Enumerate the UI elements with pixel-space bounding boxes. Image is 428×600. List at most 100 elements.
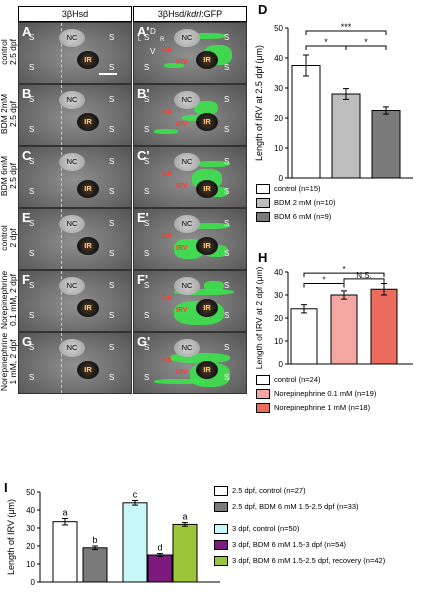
legend-label: Norepinephrine 1 mM (n=18): [274, 403, 371, 412]
header-3bhsd-kdrl-gfp: 3βHsd/kdrl:GFP: [133, 6, 247, 22]
bar-2: [82, 547, 108, 583]
bar-1: [52, 521, 78, 583]
somite-label: S: [29, 95, 35, 104]
y-tick-label: 10: [274, 337, 283, 346]
somite-label: S: [29, 33, 35, 42]
da-label: DA: [162, 295, 173, 302]
legend-label: control (n=15): [274, 184, 321, 193]
legend-label: BDM 6 mM (n=9): [274, 212, 332, 221]
bar-4: [147, 554, 173, 583]
gfp-vessel: [194, 101, 218, 115]
interrenal-label: IR: [77, 180, 99, 198]
sig-bracket-2-label: *: [364, 37, 368, 47]
interrenal-label: IR: [77, 113, 99, 131]
panel-letter: G': [137, 334, 151, 349]
notochord-label: NC: [59, 153, 85, 171]
notochord-label: NC: [59, 215, 85, 233]
gfp-vessel: [196, 161, 230, 167]
sig-bracket-3: [305, 30, 387, 35]
notochord-label: NC: [174, 29, 200, 47]
legend-label: 2.5 dpf, BDM 6 mM 1.5-2.5 dpf (n=33): [232, 502, 359, 511]
interrenal-label: IR: [77, 299, 99, 317]
panel-letter: A': [137, 24, 150, 39]
somite-label: S: [29, 219, 35, 228]
somite-label: S: [109, 311, 115, 320]
y-tick-label: 10: [26, 560, 35, 569]
da-label: DA: [162, 171, 173, 178]
y-tick-label: 0: [279, 360, 284, 369]
somite-label: S: [29, 157, 35, 166]
d-legend-item-2: BDM 2 mM (n=10): [256, 198, 335, 209]
notochord-label: NC: [59, 277, 85, 295]
chart-i: I 0 10 20 30 40 50 Length of IRV (μm) a b c d a: [4, 480, 220, 587]
notochord-label: NC: [174, 153, 200, 171]
y-tick-label: 40: [26, 506, 35, 515]
somite-label: S: [144, 187, 150, 196]
irv-label: IRV: [176, 307, 188, 314]
panel-letter: C': [137, 148, 150, 163]
somite-label: S: [144, 281, 150, 290]
somite-label: S: [109, 95, 115, 104]
chart-d: D 0 10 20 30 40 50 Length of IRV at 2.5 dpf (μm…: [254, 2, 413, 183]
h-legend-item-3: Norepinephrine 1 mM (n=18): [256, 403, 371, 414]
somite-label: S: [224, 373, 230, 382]
row-label-text: BDM 6mM 2.5 dpf: [0, 155, 18, 197]
legend-swatch: [256, 389, 270, 400]
interrenal-label: IR: [196, 51, 218, 69]
somite-label: S: [109, 281, 115, 290]
interrenal-label: IR: [77, 51, 99, 69]
panel-letter: B: [22, 86, 32, 101]
somite-label: S: [224, 157, 230, 166]
header-kdrl-italic: kdrl: [186, 9, 202, 19]
row-label-text: control 2.5 dpf: [0, 39, 18, 65]
notochord-label: NC: [174, 339, 200, 357]
legend-swatch: [256, 184, 270, 195]
somite-label: S: [224, 33, 230, 42]
y-tick-label: 30: [274, 291, 283, 300]
group-letter: b: [92, 535, 97, 545]
h-legend-item-1: control (n=24): [256, 375, 321, 386]
somite-label: S: [144, 373, 150, 382]
axis-r-label: R: [160, 37, 165, 43]
row-label-5: Norepinephrine 0.1 mM, 2 dpf: [0, 270, 18, 330]
somite-label: S: [29, 373, 35, 382]
notochord-label: NC: [59, 29, 85, 47]
da-label: DA: [162, 357, 173, 364]
somite-label: S: [29, 311, 35, 320]
legend-swatch: [256, 403, 270, 414]
row-label-text: BDM 2mM 2.5 dpf: [0, 93, 18, 135]
bar-3: [122, 502, 148, 583]
image-panel-F': S S S S NC IR DA IRV F': [133, 270, 247, 332]
row-label-4: control 2 dpf: [0, 208, 18, 268]
y-tick-label: 20: [26, 542, 35, 551]
midline: [61, 85, 62, 145]
i-legend-item-1: 2.5 dpf, control (n=27): [214, 486, 306, 497]
somite-label: S: [109, 219, 115, 228]
legend-label: control (n=24): [274, 375, 321, 384]
somite-label: S: [224, 343, 230, 352]
group-letter: a: [62, 507, 67, 517]
irv-label: IRV: [176, 183, 188, 190]
bar-3: [371, 110, 401, 179]
legend-label: 3 dpf, control (n=50): [232, 524, 300, 533]
panel-letter: A: [22, 24, 32, 39]
panel-letter: B': [137, 86, 150, 101]
interrenal-label: IR: [196, 237, 218, 255]
notochord-label: NC: [59, 339, 85, 357]
legend-swatch: [214, 486, 228, 497]
somite-label: S: [144, 63, 150, 72]
panel-letter-d: D: [258, 2, 267, 17]
i-legend-item-4: 3 dpf, BDM 6 mM 1.5-3 dpf (n=54): [214, 540, 346, 551]
y-axis-label: Length of IRV (μm): [6, 499, 16, 575]
gfp-vessel: [208, 187, 228, 197]
bar-1: [290, 308, 318, 365]
panel-letter: C: [22, 148, 32, 163]
image-panel-A: S S S S NC IR A: [18, 22, 132, 84]
row-label-6: Norepinephrine 1 mM, 2 dpf: [0, 332, 18, 392]
panel-letter-h: H: [258, 250, 267, 265]
interrenal-label: IR: [196, 113, 218, 131]
somite-label: S: [144, 249, 150, 258]
interrenal-label: IR: [196, 180, 218, 198]
sig-bracket-3-label: *: [342, 265, 345, 274]
row-label-3: BDM 6mM 2.5 dpf: [0, 146, 18, 206]
